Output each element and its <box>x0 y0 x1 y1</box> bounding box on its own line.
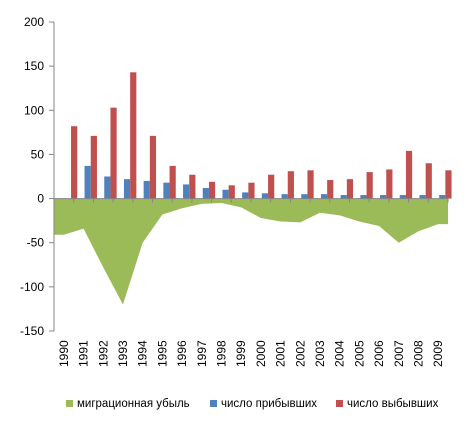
bar-departed-2004 <box>346 179 354 199</box>
bar-arrived-2005 <box>360 195 367 199</box>
bar-arrived-1991 <box>84 165 91 199</box>
legend-swatch <box>210 400 217 407</box>
x-tick-label: 2001 <box>274 340 288 367</box>
bar-arrived-1994 <box>143 180 150 199</box>
x-tick-label: 2005 <box>352 340 366 367</box>
x-tick-label: 1994 <box>136 340 150 367</box>
x-tick-label: 1992 <box>96 340 110 367</box>
x-tick-label: 1991 <box>77 340 91 367</box>
x-tick-label: 1998 <box>214 340 228 367</box>
bar-arrived-1997 <box>202 187 209 199</box>
bar-arrived-1999 <box>242 192 249 199</box>
y-tick-label: -150 <box>20 324 44 338</box>
bar-departed-1999 <box>248 182 255 199</box>
area-series <box>54 198 448 305</box>
bar-arrived-1996 <box>183 184 190 199</box>
bar-arrived-1992 <box>104 176 111 199</box>
bar-arrived-2006 <box>380 195 387 199</box>
bar-arrived-1998 <box>222 189 229 199</box>
x-tick-label: 1993 <box>116 340 130 367</box>
bar-arrived-2009 <box>439 195 446 199</box>
x-tick-label: 2008 <box>411 340 425 367</box>
bar-arrived-2004 <box>340 195 347 199</box>
legend-label: миграционная убыль <box>77 398 190 410</box>
legend: миграционная убыль число прибывших число в… <box>66 398 439 410</box>
bar-arrived-2007 <box>399 195 406 199</box>
legend-label: число выбывших <box>347 398 439 410</box>
legend-label: число прибывших <box>221 398 317 410</box>
bar-arrived-2008 <box>419 195 426 199</box>
x-tick-label: 2007 <box>392 340 406 367</box>
bar-departed-1992 <box>110 107 117 199</box>
bar-arrived-2003 <box>320 194 328 199</box>
bar-departed-1996 <box>189 174 196 199</box>
x-tick-label: 1990 <box>57 340 71 367</box>
bar-departed-2002 <box>307 170 314 199</box>
bar-departed-2003 <box>327 180 334 199</box>
y-tick-label: 100 <box>24 103 44 117</box>
bar-arrived-2002 <box>301 194 308 199</box>
y-tick-label: 150 <box>24 59 44 73</box>
bar-departed-1991 <box>90 135 97 199</box>
bar-arrived-2000 <box>261 193 269 199</box>
bar-departed-2009 <box>445 170 452 199</box>
bar-arrived-2001 <box>281 194 288 199</box>
x-tick-label: 1995 <box>155 340 169 367</box>
bar-departed-1997 <box>208 181 216 199</box>
legend-swatch <box>66 400 73 407</box>
area-migration-loss <box>54 198 448 305</box>
bar-departed-1998 <box>228 185 235 199</box>
x-tick-label: 2006 <box>372 340 386 367</box>
x-tick-label: 2000 <box>254 340 268 367</box>
bar-departed-2001 <box>287 171 294 199</box>
x-tick-label: 1997 <box>195 340 209 367</box>
bar-departed-1990 <box>71 126 78 199</box>
y-tick-label: 50 <box>31 147 45 161</box>
y-tick-label: -100 <box>20 280 44 294</box>
x-tick-label: 2009 <box>431 340 445 367</box>
bar-series <box>71 72 452 199</box>
y-tick-label: 200 <box>24 15 44 29</box>
x-tick-label: 2002 <box>293 340 307 367</box>
bar-departed-1994 <box>149 135 157 199</box>
bar-arrived-1993 <box>123 179 131 199</box>
axes: -150 -100 -50 0 50 100 150 200 1990 1991 1992 1993 1… <box>20 15 449 367</box>
x-tick-label: 1999 <box>234 340 248 367</box>
bar-departed-2005 <box>366 172 373 199</box>
legend-swatch <box>336 400 343 407</box>
x-tick-label: 2004 <box>333 340 347 367</box>
bar-departed-2000 <box>268 174 275 199</box>
bar-departed-2008 <box>425 163 432 199</box>
bar-departed-2006 <box>386 169 393 199</box>
bar-departed-2007 <box>405 150 413 199</box>
x-tick-label: 1996 <box>175 340 189 367</box>
bar-arrived-1995 <box>163 182 170 199</box>
x-tick-label: 2003 <box>313 340 327 367</box>
bar-departed-1995 <box>169 165 176 199</box>
bar-departed-1993 <box>130 72 137 199</box>
y-tick-label: -50 <box>27 236 45 250</box>
y-tick-label: 0 <box>37 192 44 206</box>
